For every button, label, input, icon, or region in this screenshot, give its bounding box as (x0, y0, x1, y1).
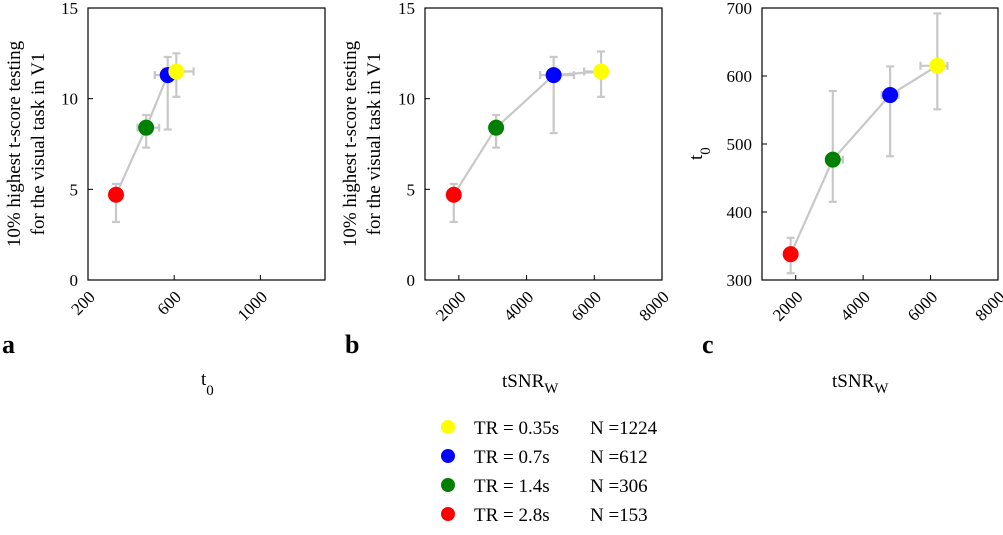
panel-b-ytick-label-2: 10 (398, 90, 415, 109)
panel-a-ytick-label-0: 0 (70, 271, 79, 290)
legend-label-2: TR = 1.4s (474, 476, 550, 497)
legend-n-2: N =306 (590, 476, 648, 497)
panel-a-xticks: 200 600 1000 (67, 275, 271, 325)
panel-a-point-3-marker (168, 63, 185, 80)
panel-c-xtick-label-0: 2000 (769, 287, 806, 324)
legend-label-0: TR = 0.35s (474, 418, 559, 439)
panel-a-xlabel: t0 (201, 369, 214, 399)
panel-a: 0 5 10 15 200 600 1000 10% highest t-score te… (2, 0, 326, 399)
panel-c-point-3-marker (929, 57, 946, 74)
panel-a-plot (108, 52, 195, 224)
panel-c-xlabel-sub: W (874, 381, 889, 397)
panel-b-xtick-label-1: 4000 (500, 287, 537, 324)
panel-a-xlabel-sub: 0 (206, 383, 214, 399)
panel-a-xtick-label-2: 1000 (234, 287, 271, 324)
panel-c-point-0-marker (782, 246, 799, 263)
panel-c-point-2-marker (882, 87, 899, 104)
legend-marker-3 (441, 507, 455, 521)
panel-c-ylabel-main: t (686, 154, 707, 160)
legend-marker-2 (441, 478, 455, 492)
panel-c-xtick-label-2: 6000 (904, 287, 941, 324)
panel-b-xtick-label-2: 6000 (568, 287, 605, 324)
legend-label-3: TR = 2.8s (474, 505, 550, 526)
legend-n-1: N =612 (590, 447, 648, 468)
panel-b-point-3-marker (593, 63, 610, 80)
panel-c-xtick-label-1: 4000 (836, 287, 873, 324)
panel-b-point-0-marker (445, 186, 462, 203)
panel-c-xtick-label-3: 8000 (971, 287, 1003, 324)
panel-b-ytick-label-1: 5 (407, 180, 416, 199)
legend: TR = 0.35s N =1224 TR = 0.7s N =612 TR = 1.4… (441, 418, 658, 526)
panel-b-xlabel-main: tSNR (502, 371, 545, 392)
panel-c-ytick-label-2: 500 (727, 135, 753, 154)
panel-c-connector-line (789, 64, 938, 255)
panel-a-ytick-label-1: 5 (70, 180, 79, 199)
panel-c-ylabel-sub: 0 (698, 147, 714, 155)
panel-b-ylabel-line1: 10% highest t-score testing (340, 40, 361, 247)
panel-c-plot (782, 12, 949, 275)
panel-c-ytick-label-3: 600 (727, 67, 753, 86)
panel-c-ytick-label-4: 700 (727, 0, 753, 18)
panel-b-xtick-label-0: 2000 (432, 287, 469, 324)
panel-a-ytick-label-3: 15 (61, 0, 78, 18)
panel-a-point-1-marker (138, 119, 155, 136)
legend-marker-1 (441, 449, 455, 463)
panel-b-letter: b (345, 330, 359, 359)
panel-c-ylabel: t0 (686, 147, 714, 160)
legend-marker-0 (441, 420, 455, 434)
panel-a-yticks: 0 5 10 15 (61, 0, 93, 290)
panel-c-yticks: 300 400 500 600 700 (727, 0, 767, 290)
panel-a-axes (87, 7, 326, 281)
panel-a-ylabel-line1: 10% highest t-score testing (4, 40, 25, 247)
legend-label-1: TR = 0.7s (474, 447, 550, 468)
panel-a-xtick-label-0: 200 (67, 287, 98, 318)
panel-b: 0 5 10 15 2000 4000 6000 8000 10% highest t-sc… (340, 0, 673, 397)
panel-b-yticks: 0 5 10 15 (398, 0, 430, 290)
panel-c: 300 400 500 600 700 2000 4000 6000 8000 t0 tSNR… (686, 0, 1003, 397)
panel-b-point-2-marker (545, 67, 562, 84)
panel-c-xticks: 2000 4000 6000 8000 (769, 275, 1003, 325)
panel-b-xlabel: tSNRW (502, 371, 559, 397)
panel-b-connector-line (452, 70, 602, 196)
panel-b-plot (445, 50, 610, 224)
panel-b-xticks: 2000 4000 6000 8000 (432, 275, 673, 325)
panel-a-letter: a (2, 330, 15, 359)
panel-c-letter: c (702, 330, 714, 359)
panel-b-axes (424, 7, 663, 281)
panel-b-ytick-label-0: 0 (407, 271, 416, 290)
legend-n-0: N =1224 (590, 418, 658, 439)
panel-c-xlabel-main: tSNR (832, 371, 875, 392)
panel-c-xlabel: tSNRW (832, 371, 889, 397)
panel-b-point-1-marker (488, 119, 505, 136)
panel-b-xtick-label-3: 8000 (635, 287, 672, 324)
panel-a-xlabel-main: t (201, 369, 207, 390)
panel-a-ylabel-line2: for the visual task in V1 (28, 53, 49, 236)
legend-n-3: N =153 (590, 505, 648, 526)
panel-a-point-0-marker (108, 186, 125, 203)
panel-b-xlabel-sub: W (544, 381, 559, 397)
panel-c-ytick-label-1: 400 (727, 203, 753, 222)
panel-a-ytick-label-2: 10 (61, 90, 78, 109)
panel-b-ytick-label-3: 15 (398, 0, 415, 18)
panel-b-ylabel-line2: for the visual task in V1 (364, 53, 385, 236)
panel-a-xtick-label-1: 600 (154, 287, 185, 318)
panel-c-point-1-marker (824, 151, 841, 168)
panel-c-ytick-label-0: 300 (727, 271, 753, 290)
